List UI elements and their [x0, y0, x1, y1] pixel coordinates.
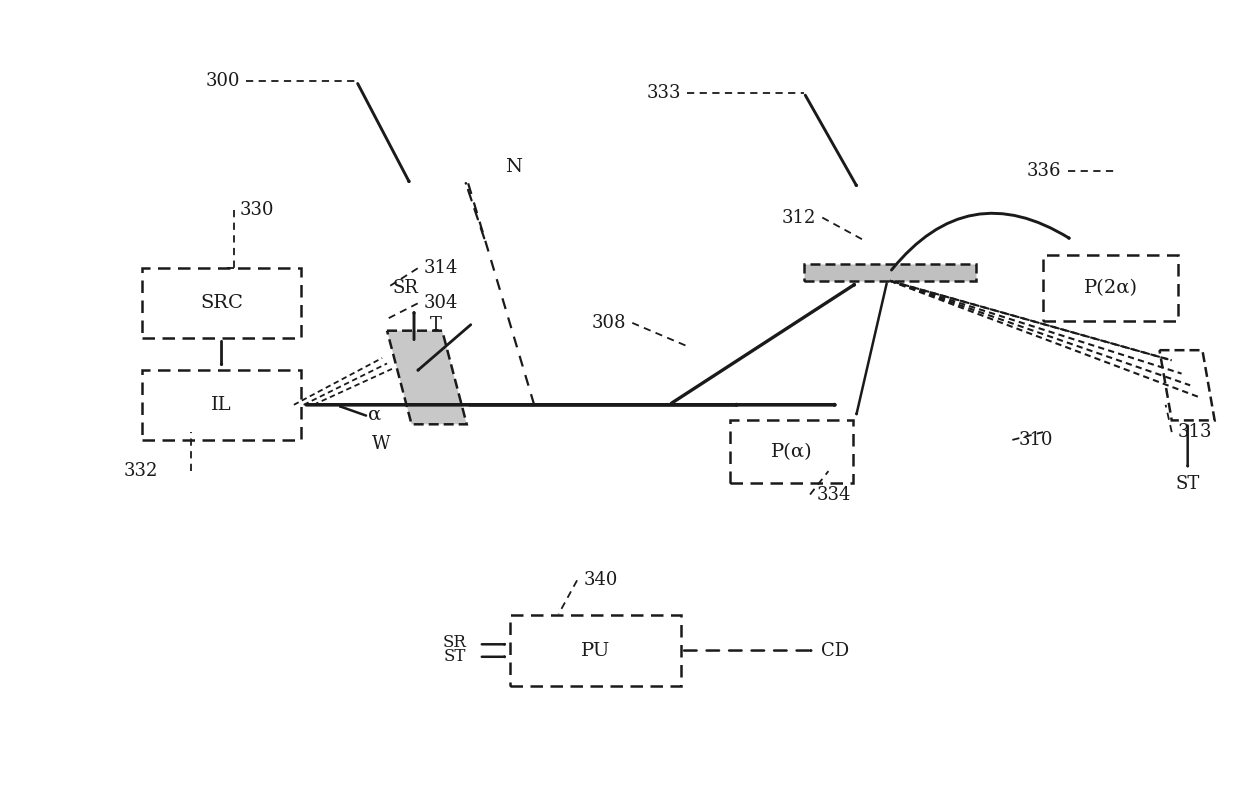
Text: 308: 308 [591, 314, 626, 332]
Text: 313: 313 [1178, 423, 1213, 441]
Text: α: α [368, 405, 382, 423]
Text: SR: SR [443, 634, 466, 651]
Text: 333: 333 [647, 83, 681, 102]
Text: PU: PU [580, 642, 610, 660]
Text: 330: 330 [239, 201, 274, 219]
Text: 304: 304 [424, 295, 459, 312]
Bar [730, 420, 853, 483]
Text: 300: 300 [206, 72, 239, 90]
Text: CD: CD [821, 642, 848, 660]
Text: 336: 336 [1027, 162, 1061, 179]
Bar [510, 615, 681, 686]
Text: W: W [372, 435, 391, 453]
Text: 314: 314 [424, 260, 459, 277]
Text: P(2α): P(2α) [1084, 279, 1137, 297]
Text: 340: 340 [583, 572, 618, 589]
Text: 332: 332 [124, 462, 157, 480]
Text: ST: ST [443, 648, 466, 665]
Text: T: T [430, 316, 441, 334]
Bar [141, 268, 301, 338]
Text: SRC: SRC [200, 295, 243, 312]
Bar [1043, 255, 1178, 321]
Text: 312: 312 [781, 209, 816, 226]
Text: P(α): P(α) [771, 442, 812, 461]
Text: N: N [505, 158, 522, 175]
Text: ST: ST [1176, 476, 1200, 493]
Polygon shape [1159, 350, 1215, 420]
Text: IL: IL [211, 395, 232, 414]
Text: 334: 334 [816, 485, 851, 503]
Text: SR: SR [393, 279, 418, 297]
Text: 310: 310 [1018, 431, 1053, 449]
Bar [141, 370, 301, 440]
Bar [804, 264, 976, 281]
Polygon shape [387, 330, 466, 424]
